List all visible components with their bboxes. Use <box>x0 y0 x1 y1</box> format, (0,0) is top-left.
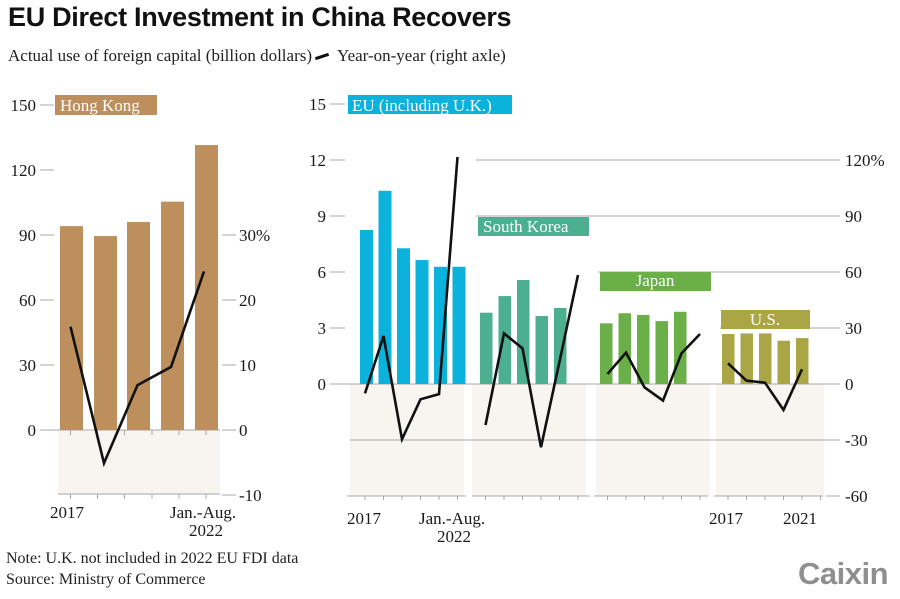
right-axis-tick-label: 120% <box>845 151 885 170</box>
bar-eu-including-u-k <box>360 230 373 384</box>
left-axis-tick-label: 90 <box>19 226 36 245</box>
yoy-line-south-korea <box>484 274 580 448</box>
bar-south-korea <box>517 280 530 384</box>
left-axis-tick-label: 120 <box>11 161 37 180</box>
right-axis-tick-label: 30 <box>845 319 862 338</box>
series-label-eu-including-u-k: EU (including U.K.) <box>352 96 492 115</box>
legend-line-label: Year-on-year (right axle) <box>337 46 506 65</box>
legend: Year-on-year (right axle) <box>314 46 506 66</box>
bar-u-s <box>722 333 735 384</box>
bar-hong-kong <box>127 222 150 430</box>
bar-hong-kong <box>94 236 117 430</box>
footer-source: Source: Ministry of Commerce <box>6 571 206 588</box>
bar-south-korea <box>554 308 567 384</box>
left-axis-tick-label: 15 <box>309 95 326 114</box>
x-tick-label: 2022 <box>189 521 223 540</box>
right-axis-tick-label: 0 <box>845 375 854 394</box>
series-label-hong-kong: Hong Kong <box>60 96 140 115</box>
yoy-line-hong-kong <box>69 270 206 468</box>
bar-japan <box>637 314 650 384</box>
left-axis-tick-label: 150 <box>11 96 37 115</box>
bar-japan <box>600 323 613 384</box>
bar-eu-including-u-k <box>434 266 447 384</box>
right-axis-tick-label: 10 <box>239 356 256 375</box>
series-label-bg <box>55 95 157 115</box>
bar-u-s <box>759 333 772 384</box>
series-label-south-korea: South Korea <box>483 217 569 236</box>
left-axis-tick-label: 60 <box>19 291 36 310</box>
left-axis-tick-label: 0 <box>318 375 327 394</box>
right-axis-tick-label: -60 <box>845 487 868 506</box>
yoy-line-u-s <box>727 362 804 413</box>
yoy-line-eu-including-u-k <box>363 156 459 444</box>
bar-u-s <box>740 333 753 384</box>
left-axis-tick-label: 6 <box>318 263 327 282</box>
bar-south-korea <box>535 316 548 384</box>
bar-hong-kong <box>195 145 218 431</box>
left-axis-tick-label: 9 <box>318 207 327 226</box>
series-label-bg <box>600 272 711 291</box>
series-label-bg <box>478 217 589 236</box>
x-tick-label: 2021 <box>783 509 817 528</box>
bar-south-korea <box>498 296 511 384</box>
right-axis-tick-label: 60 <box>845 263 862 282</box>
chart-title: EU Direct Investment in China Recovers <box>8 2 512 32</box>
bar-japan <box>618 313 631 384</box>
x-tick-label: 2017 <box>347 509 382 528</box>
right-axis-tick-label: 0 <box>239 421 248 440</box>
yoy-line-japan <box>606 333 701 403</box>
left-axis-tick-label: 0 <box>28 421 37 440</box>
right-axis-tick-label: -30 <box>845 431 868 450</box>
x-tick-label: Jan.-Aug. <box>419 509 485 528</box>
x-tick-label: 2017 <box>50 503 85 522</box>
bar-eu-including-u-k <box>378 190 392 384</box>
footer-notes: Note: U.K. not included in 2022 EU FDI d… <box>6 548 298 590</box>
x-tick-label: Jan.-Aug. <box>170 503 236 522</box>
bar-south-korea <box>480 312 493 384</box>
series-label-bg <box>721 310 810 329</box>
series-label-u-s: U.S. <box>750 310 780 329</box>
right-axis-tick-label: 90 <box>845 207 862 226</box>
negative-zone <box>58 430 220 494</box>
right-axis-tick-label: -10 <box>239 486 262 505</box>
bar-japan <box>674 311 687 384</box>
chart-subtitle: Actual use of foreign capital (billion d… <box>8 46 313 65</box>
series-label-bg <box>348 95 512 114</box>
right-axis-tick-label: 20 <box>239 291 256 310</box>
bar-hong-kong <box>161 201 184 430</box>
series-label-japan: Japan <box>636 271 675 290</box>
x-tick-label: 2017 <box>709 509 744 528</box>
left-axis-tick-label: 3 <box>318 319 327 338</box>
bar-u-s <box>777 340 790 384</box>
right-axis-tick-label: 30% <box>239 226 270 245</box>
left-axis-tick-label: 12 <box>309 151 326 170</box>
caixin-logo: Caixin <box>797 556 889 591</box>
bar-eu-including-u-k <box>452 266 466 384</box>
bar-eu-including-u-k <box>415 260 429 384</box>
x-tick-label: 2022 <box>437 527 471 546</box>
bar-eu-including-u-k <box>397 248 410 384</box>
left-axis-tick-label: 30 <box>19 356 36 375</box>
footer-note: Note: U.K. not included in 2022 EU FDI d… <box>6 550 299 567</box>
bar-japan <box>655 321 668 384</box>
